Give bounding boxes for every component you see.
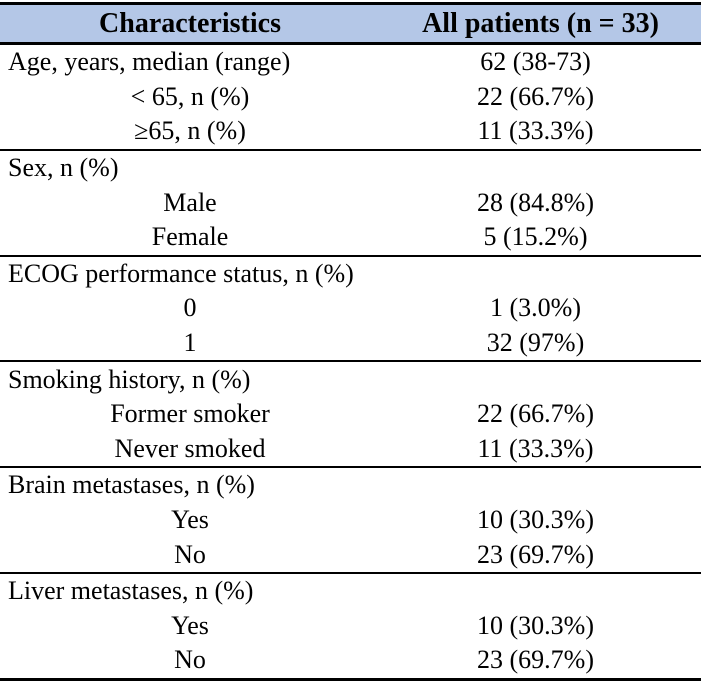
row-value (380, 360, 701, 397)
row-value: 10 (30.3%) (477, 610, 594, 640)
patient-characteristics-table: Characteristics All patients (n = 33) Ag… (0, 2, 701, 681)
table-row: ≥65, n (%) 11 (33.3%) (0, 114, 701, 150)
table-row: No 23 (69.7%) (0, 643, 701, 681)
table-row: ECOG performance status, n (%) (0, 254, 701, 292)
row-value: 1 (3.0%) (490, 293, 581, 323)
row-label: No (174, 539, 206, 569)
row-label: Male (163, 187, 217, 217)
table-row: Smoking history, n (%) (0, 360, 701, 397)
table-row: Age, years, median (range) 62 (38-73) (0, 44, 701, 80)
row-value (380, 466, 701, 503)
header-row: Characteristics All patients (n = 33) (0, 2, 701, 45)
row-label: < 65, n (%) (130, 81, 250, 111)
row-value: 22 (66.7%) (477, 81, 594, 111)
row-value (380, 148, 701, 186)
row-label: Never smoked (114, 433, 266, 463)
row-label: 0 (183, 293, 197, 323)
row-value: 10 (30.3%) (477, 505, 594, 535)
row-label: 1 (183, 328, 197, 358)
row-value: 28 (84.8%) (477, 187, 594, 217)
table-row: Sex, n (%) (0, 148, 701, 186)
table-row: Liver metastases, n (%) (0, 571, 701, 609)
row-value: 11 (33.3%) (477, 116, 594, 146)
table-header: Characteristics All patients (n = 33) (0, 2, 701, 45)
table-row: 0 1 (3.0%) (0, 291, 701, 326)
table-row: Male 28 (84.8%) (0, 185, 701, 220)
table-row: Yes 10 (30.3%) (0, 609, 701, 644)
row-label: Female (151, 222, 229, 252)
row-label: Age, years, median (range) (8, 47, 291, 77)
table-body: Age, years, median (range) 62 (38-73) < 65… (0, 44, 701, 681)
row-value: 22 (66.7%) (477, 399, 594, 429)
row-value (380, 254, 701, 292)
table-row: No 23 (69.7%) (0, 537, 701, 573)
table-row: Yes 10 (30.3%) (0, 503, 701, 538)
table-row: 1 32 (97%) (0, 326, 701, 362)
row-label: ECOG performance status, n (%) (0, 254, 380, 292)
row-label: Sex, n (%) (0, 148, 380, 186)
row-value: 23 (69.7%) (380, 643, 701, 681)
row-value: 5 (15.2%) (483, 222, 588, 252)
column-header-all-patients: All patients (n = 33) (380, 2, 701, 45)
table-row: < 65, n (%) 22 (66.7%) (0, 80, 701, 115)
row-label: Brain metastases, n (%) (0, 466, 380, 503)
row-value: 62 (38-73) (480, 47, 591, 77)
row-label: ≥65, n (%) (134, 116, 246, 146)
column-header-characteristics: Characteristics (0, 2, 380, 45)
row-label: Smoking history, n (%) (0, 360, 380, 397)
row-value: 23 (69.7%) (477, 539, 594, 569)
table-row: Female 5 (15.2%) (0, 220, 701, 256)
row-label: Yes (171, 505, 209, 535)
row-label: Former smoker (110, 399, 270, 429)
table-row: Never smoked 11 (33.3%) (0, 432, 701, 468)
row-label: Yes (171, 610, 209, 640)
row-value (380, 571, 701, 609)
row-value: 32 (97%) (486, 328, 585, 358)
row-value: 11 (33.3%) (477, 433, 594, 463)
table-row: Brain metastases, n (%) (0, 466, 701, 503)
table-row: Former smoker 22 (66.7%) (0, 397, 701, 432)
row-label: Liver metastases, n (%) (0, 571, 380, 609)
row-label: No (0, 643, 380, 681)
